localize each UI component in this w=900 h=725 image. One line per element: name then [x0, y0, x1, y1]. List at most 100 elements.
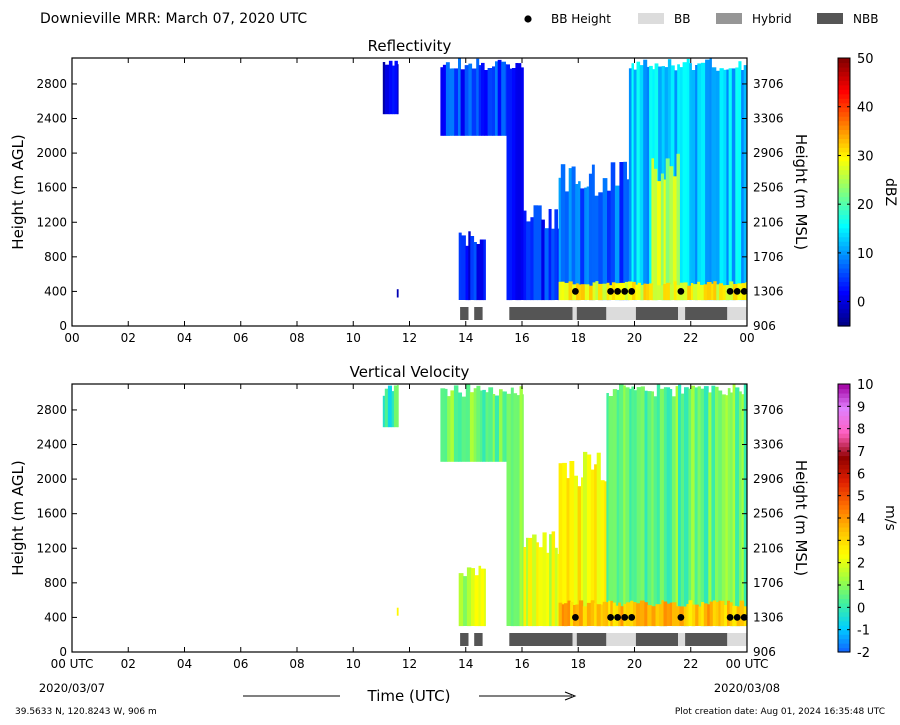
colorbar-tick-label: 1 — [857, 579, 865, 594]
echo-column — [471, 68, 477, 136]
echo-column — [447, 396, 451, 462]
echo-column — [397, 64, 399, 115]
echo-column — [653, 396, 658, 627]
colorbar-segment — [838, 102, 850, 108]
echo-region — [506, 63, 524, 301]
echo-column — [657, 285, 661, 300]
echo-column — [396, 607, 399, 616]
echo-column — [626, 602, 631, 627]
start-date-label: 2020/03/07 — [39, 681, 105, 695]
y2-tick-label: 1706 — [753, 576, 784, 590]
echo-column — [721, 394, 726, 627]
colorbar-tick-label: 0 — [857, 296, 865, 311]
echo-column — [669, 602, 673, 626]
x-tick-label: 08 — [289, 657, 304, 671]
echo-column — [586, 454, 592, 626]
colorbar-segment — [838, 500, 850, 506]
echo-column — [699, 284, 705, 301]
echo-column — [741, 394, 745, 627]
colorbar-segment — [838, 214, 850, 220]
echo-column — [709, 58, 712, 301]
echo-column — [549, 534, 552, 627]
echo-column — [396, 289, 399, 298]
colorbar-tick-label: 3 — [857, 534, 865, 549]
x-tick-label: 12 — [402, 657, 417, 671]
colorbar-segment — [838, 562, 850, 568]
colorbar-segment — [838, 634, 850, 640]
bb-height-point — [726, 614, 734, 621]
echo-column — [691, 385, 695, 627]
colorbar-segment — [838, 446, 850, 452]
echo-column — [639, 65, 644, 301]
y2-tick-label: 2906 — [753, 472, 784, 486]
colorbar-segment — [838, 419, 850, 425]
y2-tick-label: 1306 — [753, 610, 784, 624]
colorbar-segment — [838, 263, 850, 269]
echo-column — [658, 604, 662, 627]
colorbar-segment — [838, 120, 850, 126]
colorbar-segment — [838, 540, 850, 546]
x-tick-label: 00 UTC — [51, 657, 94, 671]
echo-column — [562, 462, 567, 627]
bb-height-point — [733, 614, 741, 621]
colorbar-segment — [838, 245, 850, 251]
echo-column — [586, 186, 590, 300]
echo-column — [666, 387, 671, 626]
echo-column — [688, 388, 692, 626]
bb-type-bar-bb — [727, 307, 747, 320]
y-tick-label: 0 — [59, 319, 67, 333]
y-tick-label: 400 — [44, 610, 67, 624]
echo-column — [652, 284, 658, 301]
colorbar-segment — [838, 183, 850, 189]
colorbar-tick-label: 50 — [857, 52, 874, 67]
echo-column — [393, 385, 398, 428]
echo-column — [720, 600, 725, 627]
echo-column — [595, 281, 599, 300]
echo-column — [672, 602, 677, 626]
x-tick-label: 16 — [514, 331, 529, 345]
colorbar-segment — [838, 384, 850, 390]
colorbar-segment — [838, 116, 850, 122]
colorbar-segment — [838, 504, 850, 510]
echo-column — [551, 531, 556, 627]
echo-column — [636, 61, 641, 301]
echo-column — [440, 388, 446, 462]
echo-column — [523, 547, 527, 627]
echo-column — [700, 388, 705, 627]
echo-column — [623, 161, 627, 301]
y-tick-label: 2000 — [36, 146, 67, 160]
echo-column — [724, 605, 728, 627]
echo-column — [530, 217, 534, 301]
colorbar-segment — [838, 616, 850, 622]
colorbar-segment — [838, 406, 850, 412]
echo-column — [697, 63, 702, 301]
colorbar-segment — [838, 71, 850, 77]
colorbar-segment — [838, 558, 850, 564]
echo-column — [497, 59, 502, 136]
bb-height-points — [572, 614, 748, 621]
echo-column — [548, 209, 552, 301]
echo-column — [584, 187, 588, 301]
colorbar-segment — [838, 468, 850, 474]
x-tick-label: 16 — [514, 657, 529, 671]
time-arrow-head — [564, 691, 577, 701]
colorbar-segment — [838, 196, 850, 202]
echo-column — [544, 228, 549, 301]
colorbar-segment — [838, 473, 850, 479]
bb-legend: BB Height BB Hybrid NBB — [524, 12, 878, 26]
echo-column — [653, 168, 658, 301]
colorbar-segment — [838, 410, 850, 416]
colorbar-segment — [838, 133, 850, 139]
bb-type-bar-nbb — [576, 633, 607, 646]
colorbar-segment — [838, 165, 850, 171]
echo-column — [701, 602, 705, 627]
bb-height-point — [726, 288, 734, 295]
echo-column — [570, 602, 574, 626]
echo-column — [675, 386, 679, 626]
colorbar-segment — [838, 312, 850, 318]
echo-column — [725, 395, 729, 627]
echo-column — [551, 228, 555, 301]
echo-column — [546, 552, 550, 627]
echo-column — [596, 604, 601, 627]
echo-column — [478, 65, 482, 136]
